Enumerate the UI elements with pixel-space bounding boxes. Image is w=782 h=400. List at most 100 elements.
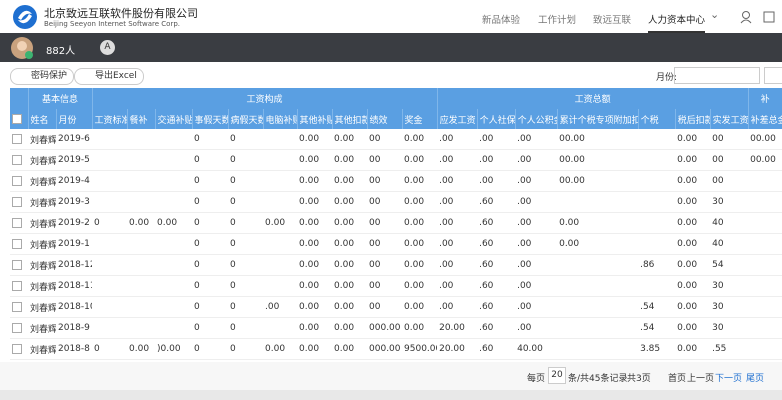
cell: .00 <box>515 191 558 213</box>
nav-item[interactable]: 人力资本中心 <box>648 12 706 33</box>
cell: .00 <box>515 212 558 234</box>
cell: 0 <box>192 317 229 339</box>
checkbox[interactable] <box>12 238 22 249</box>
cell: 40 <box>710 212 749 234</box>
cell: 0.00 <box>297 149 333 171</box>
cell <box>638 212 676 234</box>
checkbox[interactable] <box>12 113 22 124</box>
cell: 9500.00 <box>402 338 438 360</box>
checkbox[interactable] <box>12 301 22 312</box>
checkbox[interactable] <box>12 217 22 228</box>
cell <box>92 233 128 255</box>
checkbox[interactable] <box>12 322 22 333</box>
nav-item[interactable]: 致远互联 <box>593 15 632 26</box>
cell: 0.00 <box>297 129 333 150</box>
column-header: 电脑补贴 <box>263 109 298 129</box>
cell: .00 <box>437 191 478 213</box>
pager-first[interactable]: 首页 <box>668 374 687 384</box>
cell: .00 <box>515 233 558 255</box>
cell: .60 <box>477 338 516 360</box>
cell: 0 <box>192 129 229 150</box>
cell <box>748 254 782 276</box>
cell <box>638 149 676 171</box>
cell: 00 <box>710 149 749 171</box>
cell: 0 <box>228 149 264 171</box>
cell <box>127 191 156 213</box>
user-bar: 882人 A <box>0 33 782 62</box>
cell: 0.00 <box>297 170 333 192</box>
cell: 00 <box>367 191 403 213</box>
avatar[interactable] <box>10 36 34 60</box>
checkbox-cell <box>10 233 28 255</box>
checkbox[interactable] <box>12 154 22 165</box>
cell <box>127 233 156 255</box>
cell: .00 <box>437 212 478 234</box>
cell: 00 <box>367 233 403 255</box>
cell <box>92 170 128 192</box>
month-input[interactable] <box>674 67 760 84</box>
cell <box>557 254 639 276</box>
cell <box>127 317 156 339</box>
salary-table: 基本信息工资构成工资总额补姓名月份工资标准餐补交通补贴事假天数病假天数电脑补贴其… <box>10 88 782 360</box>
nav-item[interactable]: 新品体验 <box>482 15 521 26</box>
cell: .60 <box>477 296 516 318</box>
cell: )0.00 <box>155 338 193 360</box>
column-header: 奖金 <box>402 109 438 129</box>
nav-item[interactable]: 工作计划 <box>538 15 577 26</box>
cell: 00 <box>367 170 403 192</box>
nav-icon[interactable]: A <box>100 40 115 55</box>
checkbox[interactable] <box>12 175 22 186</box>
cell: 54 <box>710 254 749 276</box>
cell <box>155 233 193 255</box>
checkbox[interactable] <box>12 133 22 144</box>
pager-pages: 共3页 <box>627 374 651 384</box>
pager-next[interactable]: 下一页 <box>715 374 743 384</box>
cell: .00 <box>437 170 478 192</box>
cell <box>748 212 782 234</box>
pager-prev[interactable]: 上一页 <box>687 374 715 384</box>
cell <box>263 317 298 339</box>
header-cell <box>10 88 29 109</box>
cell <box>557 338 639 360</box>
checkbox[interactable] <box>12 196 22 207</box>
top-icons[interactable] <box>740 10 776 24</box>
cell <box>748 296 782 318</box>
cell <box>748 233 782 255</box>
toolbar: 密码保护 导出Excel 月份: <box>0 62 782 88</box>
data-row: 刘春辉 2019-4 0 0 0.00 0.00 00 0.00.00.00.00 00.00 0… <box>10 170 782 192</box>
pager-last[interactable]: 尾页 <box>746 374 765 384</box>
column-header: 应发工资 <box>437 109 478 129</box>
export-button[interactable]: 导出Excel <box>74 68 144 85</box>
cell: 0 <box>228 212 264 234</box>
cell: 0 <box>92 212 128 234</box>
chevron[interactable]: ⌄ <box>710 8 720 21</box>
checkbox[interactable] <box>12 259 22 270</box>
checkbox-cell <box>10 338 28 360</box>
cell: 0.00 <box>332 254 368 276</box>
cell: 0.00 <box>402 170 438 192</box>
checkbox-cell <box>10 254 28 276</box>
password-button[interactable]: 密码保护 <box>10 68 75 85</box>
cell: 2018-12 <box>56 254 93 276</box>
cell: 刘春辉 <box>28 170 56 192</box>
cell: 0.00 <box>332 170 368 192</box>
cell: 0 <box>192 191 229 213</box>
cell: 0.00 <box>263 212 298 234</box>
cell: 0.00 <box>297 338 333 360</box>
cell <box>638 191 676 213</box>
cell: 0.00 <box>402 254 438 276</box>
cell: 0.00 <box>297 233 333 255</box>
month-input-2[interactable] <box>764 67 782 84</box>
checkbox[interactable] <box>12 280 22 291</box>
per-page-input[interactable]: 20 <box>548 367 566 384</box>
cell: 00 <box>367 129 403 150</box>
cell: 0.00 <box>297 212 333 234</box>
checkbox[interactable] <box>12 343 22 354</box>
column-header: 月份 <box>56 109 93 129</box>
cell: 0.00 <box>127 212 156 234</box>
cell: 0 <box>192 170 229 192</box>
cell: 00 <box>367 296 403 318</box>
cell: 0.00 <box>675 317 711 339</box>
cell: 0.00 <box>675 191 711 213</box>
